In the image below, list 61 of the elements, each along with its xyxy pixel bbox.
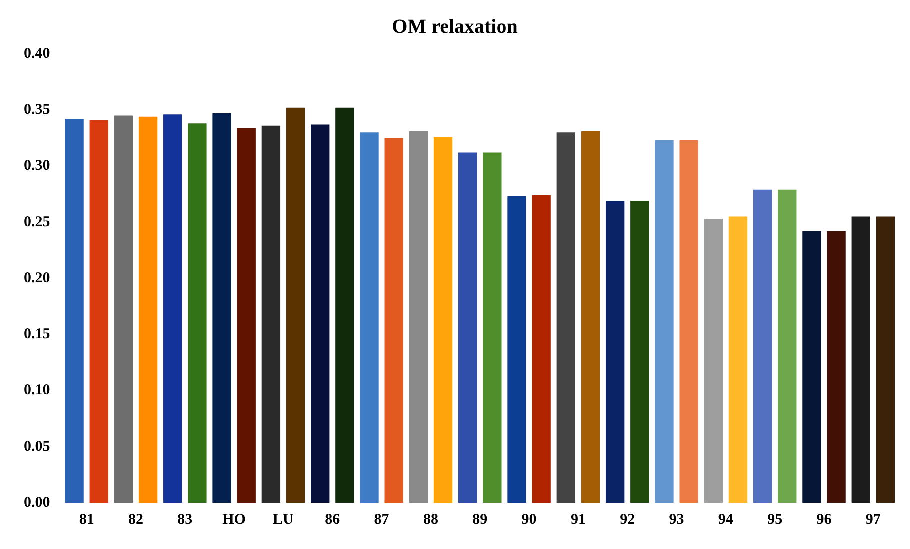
bar <box>483 152 502 503</box>
bar <box>778 190 797 503</box>
y-tick-label: 0.35 <box>24 102 50 118</box>
bar <box>581 131 600 503</box>
bar <box>827 231 846 503</box>
bar <box>384 138 404 503</box>
x-tick-label: 93 <box>669 512 684 528</box>
y-tick-label: 0.00 <box>24 494 50 511</box>
bar <box>138 116 158 503</box>
x-tick-label: 81 <box>79 512 94 528</box>
y-tick-label: 0.40 <box>24 46 50 62</box>
x-tick-label: HO <box>222 512 246 528</box>
x-tick-label: 95 <box>768 512 783 528</box>
y-tick-label: 0.15 <box>24 326 50 342</box>
bar <box>556 132 576 503</box>
bar <box>876 216 896 503</box>
bar <box>630 201 650 503</box>
y-tick-label: 0.25 <box>24 214 50 230</box>
bar <box>409 131 428 503</box>
x-tick-label: 96 <box>816 512 832 528</box>
chart-title: OM relaxation <box>392 16 518 38</box>
bar <box>434 137 453 503</box>
bar <box>212 113 232 503</box>
bar <box>753 190 772 503</box>
x-tick-label: 82 <box>128 512 144 528</box>
bar <box>286 108 306 503</box>
x-tick-label: 83 <box>178 512 193 528</box>
x-tick-label: 92 <box>620 512 636 528</box>
x-tick-label: LU <box>273 512 294 528</box>
x-tick-label: 89 <box>472 512 488 528</box>
bar <box>458 152 478 503</box>
bar <box>164 114 182 503</box>
bar <box>360 132 379 503</box>
bar <box>680 140 698 503</box>
bar <box>237 128 256 503</box>
x-tick-label: 86 <box>325 512 341 528</box>
bar <box>655 140 674 503</box>
bar <box>262 126 281 503</box>
bar <box>532 195 551 503</box>
x-tick-label: 88 <box>423 512 438 528</box>
bar <box>852 216 870 503</box>
x-tick-label: 94 <box>718 512 734 528</box>
bar <box>802 231 822 503</box>
bar <box>311 124 330 503</box>
x-tick-label: 90 <box>522 512 537 528</box>
bar <box>336 108 354 503</box>
bar <box>508 196 526 503</box>
y-tick-label: 0.30 <box>24 158 50 174</box>
bar <box>606 201 625 503</box>
bar <box>704 219 723 503</box>
bar <box>188 124 207 503</box>
x-tick-label: 87 <box>374 512 390 528</box>
y-tick-label: 0.05 <box>24 438 50 455</box>
y-tick-label: 0.10 <box>24 382 50 399</box>
x-tick-label: 91 <box>570 512 586 528</box>
bar <box>90 120 108 503</box>
bar <box>65 119 84 503</box>
y-tick-label: 0.20 <box>24 270 50 286</box>
bar <box>728 216 748 503</box>
x-tick-label: 97 <box>866 512 882 528</box>
bar <box>114 116 134 503</box>
